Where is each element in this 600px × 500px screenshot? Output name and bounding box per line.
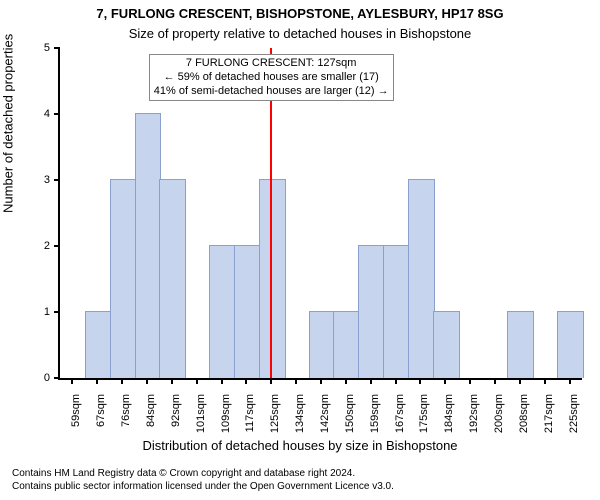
footer-line-1: Contains HM Land Registry data © Crown c… — [12, 468, 394, 481]
annotation-line-3: 41% of semi-detached houses are larger (… — [154, 85, 389, 99]
footer-attribution: Contains HM Land Registry data © Crown c… — [12, 468, 394, 493]
histogram-bar — [85, 311, 112, 378]
histogram-bar — [309, 311, 336, 378]
x-tick — [494, 378, 496, 384]
annotation-line-1: 7 FURLONG CRESCENT: 127sqm — [154, 57, 389, 71]
y-tick-label: 0 — [44, 372, 50, 384]
x-tick — [395, 378, 397, 384]
x-tick-label: 184sqm — [443, 394, 455, 433]
x-tick-label: 101sqm — [195, 394, 207, 433]
x-tick-label: 92sqm — [170, 394, 182, 427]
x-tick — [419, 378, 421, 384]
y-tick-label: 3 — [44, 174, 50, 186]
x-tick-label: 117sqm — [244, 394, 256, 432]
histogram-bar — [209, 245, 236, 378]
histogram-bar — [358, 245, 385, 378]
annotation-line-2: ← 59% of detached houses are smaller (17… — [154, 71, 389, 85]
x-tick — [469, 378, 471, 384]
x-tick-label: 200sqm — [493, 394, 505, 433]
x-tick-label: 84sqm — [145, 394, 157, 427]
chart-title-subtitle: Size of property relative to detached ho… — [0, 26, 600, 41]
y-axis-label: Number of detached properties — [1, 34, 16, 213]
x-tick — [345, 378, 347, 384]
chart-container: 7, FURLONG CRESCENT, BISHOPSTONE, AYLESB… — [0, 0, 600, 500]
y-tick-label: 2 — [44, 240, 50, 252]
y-tick — [54, 245, 60, 247]
x-tick-label: 142sqm — [319, 394, 331, 433]
y-tick — [54, 311, 60, 313]
x-tick-label: 134sqm — [294, 394, 306, 433]
x-tick — [146, 378, 148, 384]
x-tick-label: 150sqm — [344, 394, 356, 433]
histogram-bar — [557, 311, 584, 378]
x-tick-label: 67sqm — [95, 394, 107, 427]
x-tick — [96, 378, 98, 384]
footer-line-2: Contains public sector information licen… — [12, 481, 394, 494]
plot-area: 01234559sqm67sqm76sqm84sqm92sqm101sqm109… — [58, 48, 582, 380]
x-tick-label: 125sqm — [269, 394, 281, 433]
x-tick-label: 208sqm — [518, 394, 530, 433]
histogram-bar — [383, 245, 410, 378]
histogram-bar — [135, 113, 162, 378]
y-tick — [54, 179, 60, 181]
x-tick-label: 225sqm — [568, 394, 580, 433]
x-tick — [171, 378, 173, 384]
histogram-bar — [234, 245, 261, 378]
x-tick-label: 76sqm — [120, 394, 132, 427]
x-tick — [71, 378, 73, 384]
histogram-bar — [333, 311, 360, 378]
x-tick — [196, 378, 198, 384]
x-tick — [519, 378, 521, 384]
x-tick — [221, 378, 223, 384]
x-tick-label: 217sqm — [543, 394, 555, 433]
x-tick — [270, 378, 272, 384]
x-axis-label: Distribution of detached houses by size … — [0, 438, 600, 453]
x-tick — [121, 378, 123, 384]
y-tick — [54, 113, 60, 115]
x-tick — [245, 378, 247, 384]
x-tick-label: 109sqm — [220, 394, 232, 433]
x-tick-label: 175sqm — [418, 394, 430, 433]
y-tick-label: 1 — [44, 306, 50, 318]
x-tick-label: 159sqm — [369, 394, 381, 433]
x-tick-label: 59sqm — [70, 394, 82, 427]
y-tick-label: 5 — [44, 42, 50, 54]
x-tick — [370, 378, 372, 384]
y-tick — [54, 47, 60, 49]
x-tick-label: 192sqm — [468, 394, 480, 433]
chart-title-address: 7, FURLONG CRESCENT, BISHOPSTONE, AYLESB… — [0, 6, 600, 21]
x-tick — [544, 378, 546, 384]
y-tick-label: 4 — [44, 108, 50, 120]
histogram-bar — [507, 311, 534, 378]
x-tick — [295, 378, 297, 384]
x-tick-label: 167sqm — [394, 394, 406, 433]
x-tick — [444, 378, 446, 384]
histogram-bar — [408, 179, 435, 378]
annotation-box: 7 FURLONG CRESCENT: 127sqm ← 59% of deta… — [149, 54, 394, 101]
histogram-bar — [110, 179, 137, 378]
x-tick — [320, 378, 322, 384]
histogram-bar — [433, 311, 460, 378]
x-tick — [569, 378, 571, 384]
y-tick — [54, 377, 60, 379]
histogram-bar — [159, 179, 186, 378]
